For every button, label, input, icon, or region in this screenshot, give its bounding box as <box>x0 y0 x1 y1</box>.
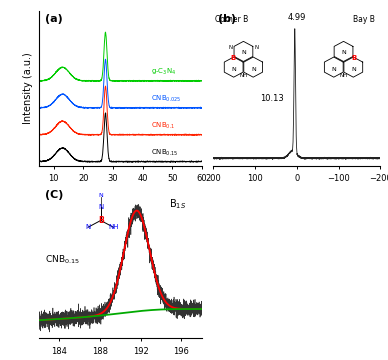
Text: NH: NH <box>239 73 248 78</box>
Text: 10.13: 10.13 <box>260 94 284 103</box>
Y-axis label: Intensity (a.u.): Intensity (a.u.) <box>23 52 33 124</box>
Text: CNB$_{0.1}$: CNB$_{0.1}$ <box>151 120 176 131</box>
Text: g-C$_3$N$_4$: g-C$_3$N$_4$ <box>151 67 177 77</box>
Text: N: N <box>231 67 236 72</box>
Text: N: N <box>255 45 259 50</box>
Text: B: B <box>352 55 357 61</box>
Text: B: B <box>230 55 235 61</box>
Text: N: N <box>98 193 103 198</box>
Text: CNB$_{0.15}$: CNB$_{0.15}$ <box>151 147 179 158</box>
Text: B: B <box>98 216 104 225</box>
Text: N: N <box>351 67 356 72</box>
Text: N: N <box>241 50 246 55</box>
Text: NH: NH <box>340 73 348 78</box>
Text: (b): (b) <box>218 14 237 24</box>
Text: (C): (C) <box>45 190 64 200</box>
Text: N: N <box>331 67 336 72</box>
X-axis label: 2θ (degree): 2θ (degree) <box>92 189 149 198</box>
Text: B$_{1S}$: B$_{1S}$ <box>169 197 186 211</box>
Text: 4.99: 4.99 <box>288 13 306 22</box>
Text: CNB$_{0.15}$: CNB$_{0.15}$ <box>45 254 80 266</box>
Text: N: N <box>98 204 103 210</box>
Text: NH: NH <box>108 224 119 230</box>
Text: Bay B: Bay B <box>353 15 374 24</box>
Text: Corner B: Corner B <box>215 15 248 24</box>
Text: N: N <box>85 224 91 230</box>
Text: N: N <box>341 50 346 55</box>
Text: (a): (a) <box>45 14 63 24</box>
Text: N: N <box>251 67 256 72</box>
Text: N: N <box>228 45 232 50</box>
Text: CNB$_{0.025}$: CNB$_{0.025}$ <box>151 94 182 104</box>
